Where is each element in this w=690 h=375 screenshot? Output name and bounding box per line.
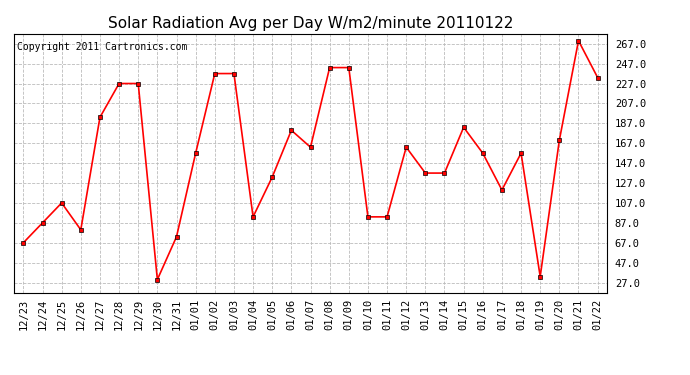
Title: Solar Radiation Avg per Day W/m2/minute 20110122: Solar Radiation Avg per Day W/m2/minute … — [108, 16, 513, 31]
Text: Copyright 2011 Cartronics.com: Copyright 2011 Cartronics.com — [17, 42, 187, 51]
